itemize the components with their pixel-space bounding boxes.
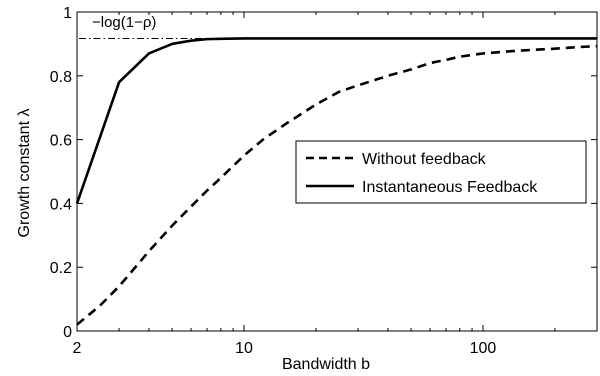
- x-tick-label: 10: [235, 340, 253, 357]
- y-tick-label: 1: [63, 5, 72, 22]
- y-tick-label: 0: [63, 324, 72, 341]
- series-line-instantaneous-feedback: [75, 37, 597, 204]
- y-tick-label: 0.2: [50, 260, 72, 277]
- legend-box: [295, 140, 587, 204]
- legend: Without feedback Instantaneous Feedback: [295, 140, 587, 204]
- plot-frame: [76, 11, 598, 332]
- x-axis-label: Bandwidth b: [282, 356, 370, 373]
- series-layer: [75, 37, 598, 326]
- x-tick-label: 2: [73, 340, 82, 357]
- y-tick-label: 0.8: [50, 69, 72, 86]
- x-tick-label: 100: [470, 340, 497, 357]
- y-tick-label: 0.6: [50, 133, 72, 150]
- ticks-layer: 0 0.2 0.4 0.6 0.8 1 2 10 100: [50, 5, 597, 357]
- plot-area: 0 0.2 0.4 0.6 0.8 1 2 10 100: [50, 5, 598, 357]
- y-tick-label: 0.4: [50, 196, 72, 213]
- series-line-without-feedback: [76, 44, 598, 326]
- legend-label-instantaneous-feedback: Instantaneous Feedback: [362, 179, 538, 196]
- y-axis-label: Growth constant λ: [16, 109, 33, 238]
- legend-label-without-feedback: Without feedback: [362, 151, 487, 168]
- reference-line-label: −log(1−ρ): [92, 14, 156, 31]
